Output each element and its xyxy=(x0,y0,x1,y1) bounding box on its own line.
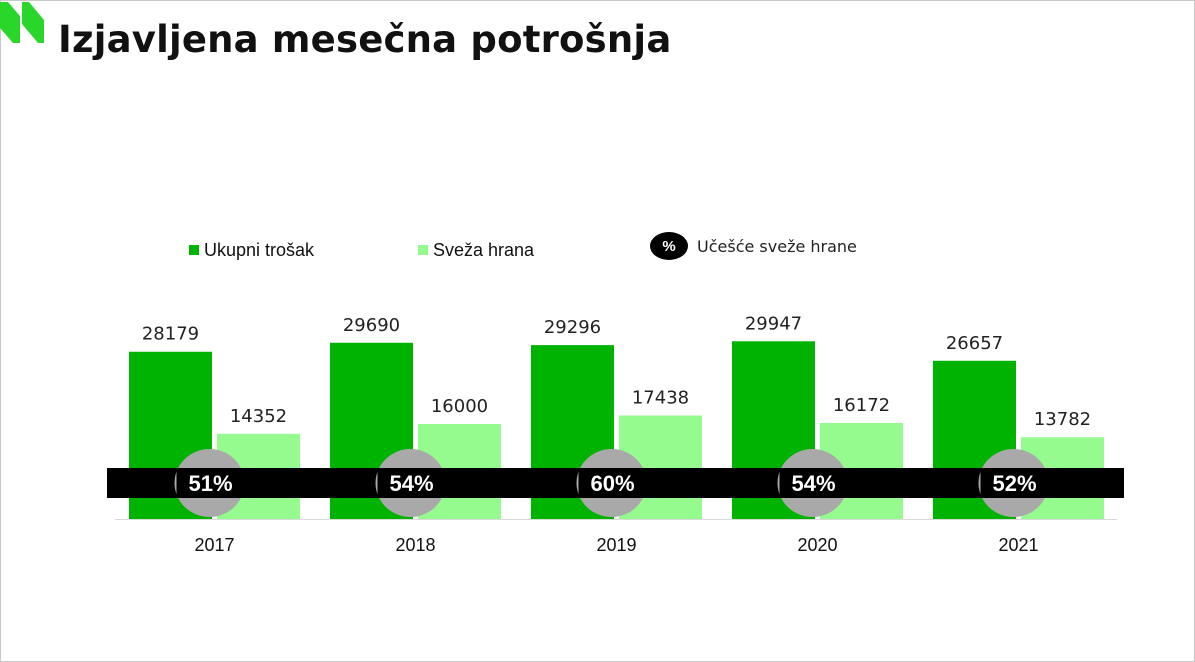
x-tick-label-2017: 2017 xyxy=(194,535,234,555)
share-label-2017: 51% xyxy=(188,471,232,496)
x-tick-label-2021: 2021 xyxy=(998,535,1038,555)
data-label-total-2017: 28179 xyxy=(142,324,199,345)
brand-logo-icon xyxy=(0,2,44,43)
share-bubble-band-2020 xyxy=(779,468,848,498)
share-bubble-band-2021 xyxy=(980,468,1049,498)
share-label-2018: 54% xyxy=(389,471,433,496)
data-label-fresh-2020: 16172 xyxy=(833,395,890,416)
data-label-fresh-2021: 13782 xyxy=(1034,409,1091,430)
data-label-total-2020: 29947 xyxy=(745,313,802,334)
logo-stripe-left xyxy=(0,2,20,43)
legend-swatch-fresh xyxy=(418,245,428,255)
legend-label-total: Ukupni trošak xyxy=(204,239,315,260)
share-bubble-band-2017 xyxy=(176,468,245,498)
data-label-fresh-2017: 14352 xyxy=(230,406,287,427)
share-label-2019: 60% xyxy=(590,471,634,496)
legend-item-total: Ukupni trošak xyxy=(189,239,314,261)
x-tick-label-2020: 2020 xyxy=(797,535,837,555)
page-title: Izjavljena mesečna potrošnja xyxy=(58,18,672,61)
x-tick-label-2018: 2018 xyxy=(395,535,435,555)
data-label-total-2019: 29296 xyxy=(544,317,601,338)
legend-label-share: Učešće sveže hrane xyxy=(697,236,857,256)
data-label-fresh-2019: 17438 xyxy=(632,387,689,408)
logo-stripe-right xyxy=(22,2,44,43)
data-label-total-2021: 26657 xyxy=(946,333,1003,354)
share-label-2021: 52% xyxy=(992,471,1036,496)
x-tick-label-2019: 2019 xyxy=(596,535,636,555)
legend-share-badge: % xyxy=(650,232,688,260)
legend-label-fresh: Sveža hrana xyxy=(433,239,535,260)
legend-swatch-total xyxy=(189,245,199,255)
data-label-fresh-2018: 16000 xyxy=(431,396,488,417)
legend-item-share: % Učešće sveže hrane xyxy=(650,232,857,260)
data-label-total-2018: 29690 xyxy=(343,315,400,336)
share-bubble-band-2018 xyxy=(377,468,446,498)
share-label-2020: 54% xyxy=(791,471,835,496)
share-bubble-band-2019 xyxy=(578,468,647,498)
legend-item-fresh: Sveža hrana xyxy=(418,239,534,261)
